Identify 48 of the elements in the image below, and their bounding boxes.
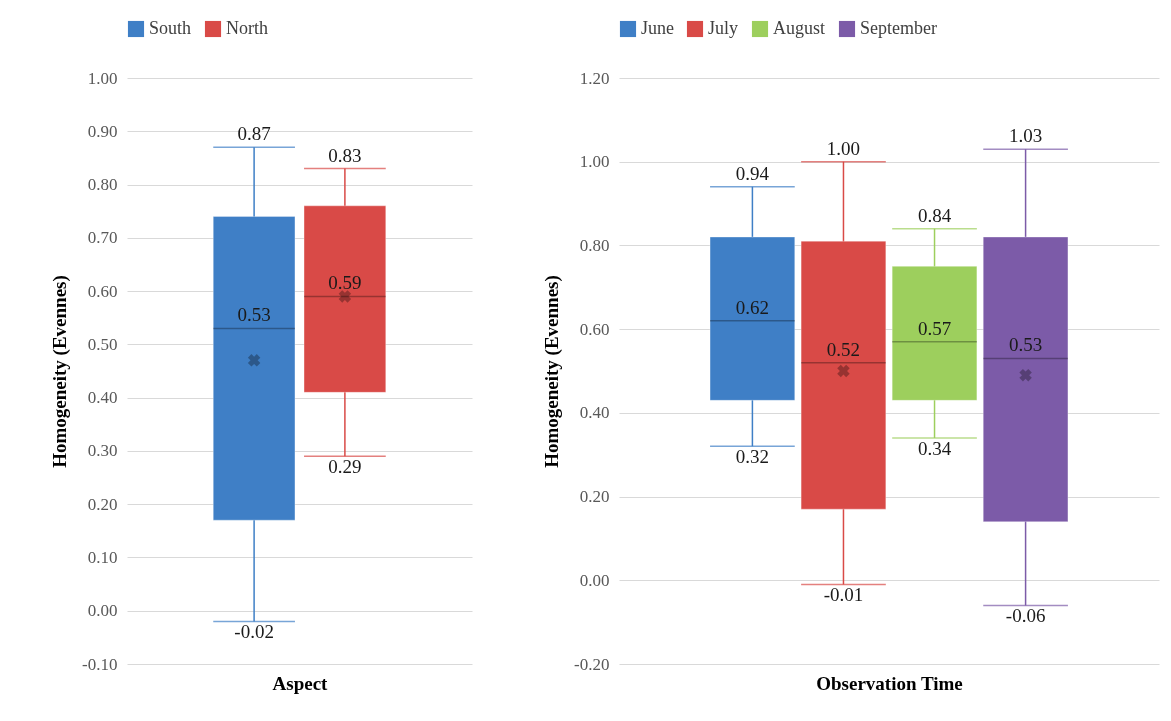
y-axis-title: Homogeneity (Evennes): [541, 275, 564, 468]
x-axis-title: Observation Time: [816, 672, 963, 694]
annotation: 0.52: [826, 338, 861, 360]
annotation: 0.53: [1008, 334, 1043, 356]
y-tick-label: 0.20: [579, 487, 610, 507]
x-axis-title: Aspect: [272, 672, 329, 694]
annotation: 0.57: [917, 317, 952, 339]
y-tick-label: 1.00: [579, 152, 610, 172]
y-tick-label: 0.30: [87, 441, 118, 461]
annotation: 0.87: [237, 123, 271, 145]
y-tick-label: 0.00: [579, 570, 610, 590]
y-tick-label: 0.60: [87, 281, 118, 301]
y-tick-label: 0.80: [87, 175, 118, 195]
y-tick-label: 1.00: [87, 68, 118, 88]
annotation: 1.03: [1008, 125, 1043, 147]
y-tick-label: 0.60: [579, 319, 610, 339]
y-tick-label: 1.20: [579, 68, 610, 88]
annotation: -0.02: [234, 621, 274, 643]
y-tick-label: 0.00: [87, 601, 118, 621]
annotation: 0.32: [735, 446, 770, 468]
annotation: -0.01: [823, 584, 864, 606]
legend-label: July: [708, 18, 739, 38]
y-tick-label: -0.20: [574, 654, 610, 674]
y-tick-label: 0.20: [87, 494, 118, 514]
annotation: 0.84: [917, 204, 952, 226]
annotation: 0.62: [735, 296, 770, 318]
annotation: 1.00: [826, 137, 861, 159]
y-axis-title: Homogeneity (Evennes): [49, 275, 72, 468]
annotation: 0.94: [735, 162, 770, 184]
annotation: 0.83: [328, 144, 362, 166]
y-tick-label: -0.10: [82, 654, 118, 674]
y-tick-label: 0.90: [87, 121, 118, 141]
y-tick-label: 0.50: [87, 334, 118, 354]
legend-label: September: [860, 18, 937, 38]
annotation: 0.59: [328, 272, 362, 294]
annotation: 0.29: [328, 456, 362, 478]
legend-label: North: [226, 18, 268, 38]
legend-label: June: [641, 18, 674, 38]
y-tick-label: 0.40: [579, 403, 610, 423]
y-tick-label: 0.70: [87, 228, 118, 248]
legend-label: August: [773, 18, 826, 38]
y-tick-label: 0.10: [87, 547, 118, 567]
legend-label: South: [149, 18, 192, 38]
annotation: 0.34: [917, 437, 952, 459]
y-tick-label: 0.80: [579, 235, 610, 255]
annotation: 0.53: [237, 304, 271, 326]
y-tick-label: 0.40: [87, 388, 118, 408]
annotation: -0.06: [1005, 605, 1046, 627]
